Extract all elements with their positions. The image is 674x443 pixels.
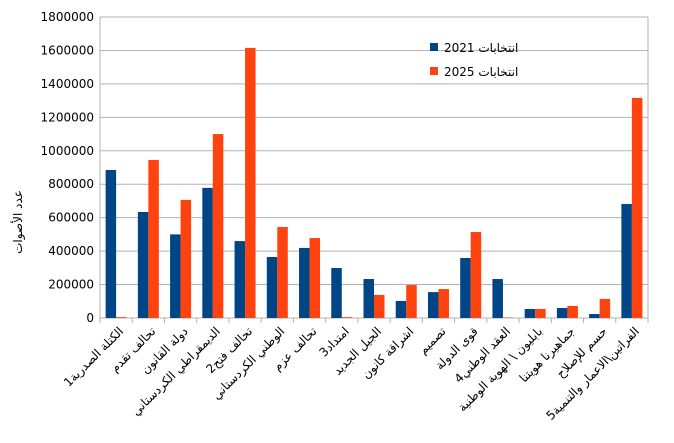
- bar-2021: [460, 257, 471, 318]
- bar-2021: [556, 307, 568, 318]
- y-tick-label: 200000: [48, 278, 94, 292]
- bar-2025: [406, 285, 417, 318]
- legend-swatch-2021: [430, 43, 438, 51]
- bar-2025: [148, 159, 159, 318]
- bar-2021: [427, 292, 439, 318]
- y-tick-label: 1000000: [41, 144, 94, 158]
- y-tick-label: 800000: [48, 177, 94, 191]
- bar-2025: [567, 305, 578, 318]
- bar-2025: [212, 134, 224, 318]
- bar-2025: [631, 97, 643, 319]
- bar-2021: [170, 234, 181, 318]
- bar-2025: [116, 317, 127, 318]
- bar-2025: [180, 199, 192, 318]
- legend-swatch-2025: [430, 67, 438, 75]
- bar-2025: [309, 238, 321, 318]
- y-tick-label: 1600000: [41, 43, 94, 57]
- bar-2021: [589, 313, 600, 318]
- bar-2021: [395, 300, 407, 318]
- y-tick-label: 0: [86, 311, 94, 325]
- y-tick-label: 1200000: [41, 110, 94, 124]
- bar-2021: [105, 170, 117, 318]
- bar-2021: [137, 211, 149, 318]
- bar-2021: [331, 268, 342, 318]
- bar-2021: [234, 241, 246, 318]
- bar-2021: [492, 279, 503, 318]
- bar-2021: [524, 308, 536, 318]
- bar-2025: [277, 227, 288, 318]
- y-tick-label: 400000: [48, 244, 94, 258]
- bar-2025: [438, 289, 449, 318]
- bar-2021: [363, 279, 374, 318]
- bar-2025: [374, 294, 385, 318]
- bar-2021: [266, 256, 278, 318]
- bar-2025: [245, 47, 256, 319]
- bar-2025: [470, 232, 482, 318]
- y-axis-label: عدد الأصوات: [10, 190, 26, 254]
- gridlines: [99, 16, 649, 323]
- bar-2025: [502, 317, 514, 318]
- bar-2021: [202, 187, 213, 318]
- y-tick-label: 600000: [48, 211, 94, 225]
- legend-label-2025: انتخابات 2025: [444, 65, 518, 79]
- legend-label-2021: انتخابات 2021: [444, 41, 518, 55]
- y-tick-label: 1400000: [41, 77, 94, 91]
- bars: [105, 47, 643, 319]
- bar-2025: [535, 308, 546, 318]
- legend: انتخابات 2021 انتخابات 2025: [430, 41, 518, 79]
- bar-2025: [341, 317, 353, 318]
- y-tick-label: 1800000: [41, 10, 94, 24]
- bar-2021: [299, 247, 310, 318]
- bar-2025: [599, 298, 611, 318]
- y-axis-ticks: 0 200000 400000 600000 800000 1000000 1200000 1…: [41, 10, 94, 325]
- bar-2021: [621, 203, 632, 318]
